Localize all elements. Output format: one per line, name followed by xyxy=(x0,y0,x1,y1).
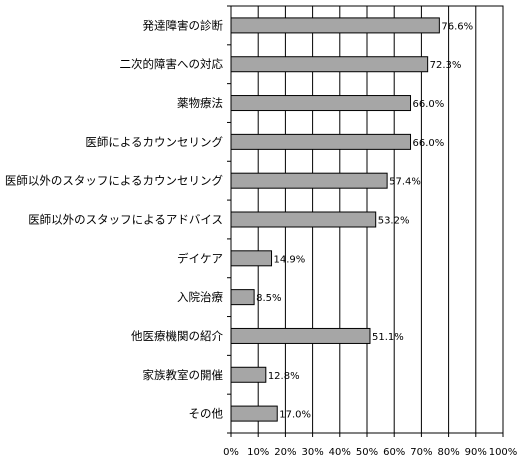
x-tick-label: 50% xyxy=(356,447,378,458)
category-label: 発達障害の診断 xyxy=(143,18,224,32)
bar xyxy=(230,327,371,344)
value-label: 8.5% xyxy=(256,293,281,304)
bar xyxy=(230,211,377,228)
value-label: 14.9% xyxy=(274,254,306,265)
x-tick-label: 10% xyxy=(247,447,269,458)
category-label: 医師以外のスタッフによるカウンセリング xyxy=(5,174,224,188)
bar xyxy=(230,56,429,73)
value-label: 66.0% xyxy=(413,138,445,149)
bar xyxy=(230,289,255,306)
x-tick-label: 20% xyxy=(274,447,296,458)
x-tick-label: 40% xyxy=(329,447,351,458)
bar xyxy=(230,95,412,112)
category-label: 家族教室の開催 xyxy=(143,368,224,382)
value-label: 57.4% xyxy=(389,177,421,188)
x-tick-label: 100% xyxy=(489,447,518,458)
category-label: 医師によるカウンセリング xyxy=(85,135,223,149)
x-tick-label: 30% xyxy=(301,447,323,458)
bar xyxy=(230,405,278,422)
x-tick-label: 60% xyxy=(383,447,405,458)
category-label: 入院治療 xyxy=(177,290,223,304)
x-tick-label: 0% xyxy=(223,447,239,458)
category-label: 薬物療法 xyxy=(177,96,223,110)
category-label: 他医療機関の紹介 xyxy=(131,329,223,343)
category-label: 医師以外のスタッフによるアドバイス xyxy=(28,213,223,227)
value-label: 66.0% xyxy=(413,99,445,110)
value-label: 76.6% xyxy=(441,21,473,32)
x-tick-label: 80% xyxy=(437,447,459,458)
value-label: 12.8% xyxy=(268,371,300,382)
bar xyxy=(230,17,440,34)
value-label: 51.1% xyxy=(372,332,404,343)
category-label: デイケア xyxy=(177,251,223,265)
bar xyxy=(230,172,388,189)
x-tick-label: 90% xyxy=(465,447,487,458)
bar xyxy=(230,250,273,267)
value-label: 72.3% xyxy=(430,60,462,71)
bar xyxy=(230,366,267,383)
bar xyxy=(230,133,412,150)
x-tick-label: 70% xyxy=(410,447,432,458)
value-label: 53.2% xyxy=(378,216,410,227)
category-label: その他 xyxy=(189,407,224,421)
category-label: 二次的障害への対応 xyxy=(120,57,224,71)
value-label: 17.0% xyxy=(279,410,311,421)
